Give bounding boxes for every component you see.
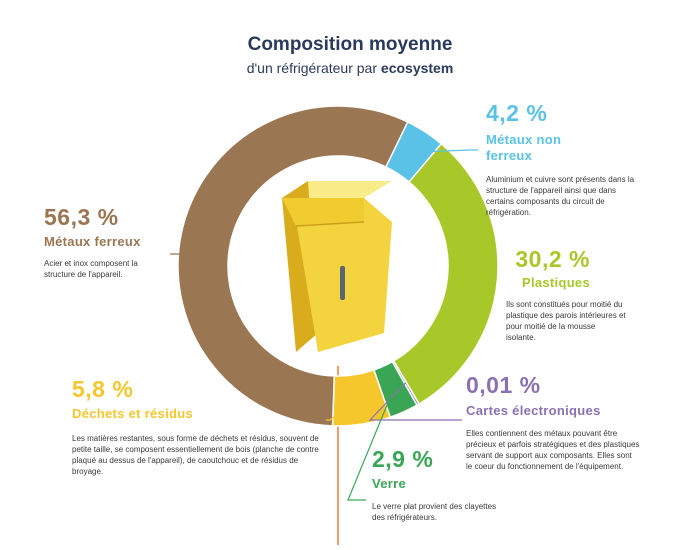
- slice-desc-cartes-electroniques: Elles contiennent des métaux pouvant êtr…: [466, 429, 640, 471]
- slice-name-dechets-residus: Déchets et résidus: [72, 406, 194, 421]
- slice-name-verre: Verre: [372, 476, 407, 491]
- leader-line-0: [410, 149, 478, 153]
- slice-value-cartes-electroniques: 0,01 %: [466, 372, 541, 398]
- slice-desc-metaux-ferreux: Acier et inox composent la structure de …: [44, 259, 138, 279]
- slice-name-plastiques: Plastiques: [521, 275, 590, 290]
- slice-value-metaux-ferreux: 56,3 %: [44, 204, 119, 230]
- leader-line-5: [170, 233, 208, 255]
- slice-value-dechets-residus: 5,8 %: [72, 376, 134, 402]
- slice-desc-verre: Le verre plat provient des clayettes des…: [372, 502, 497, 522]
- leader-line-1: [449, 276, 473, 283]
- chart-subtitle: d'un réfrigérateur par ecosystem: [0, 60, 700, 76]
- fridge-front-left: [282, 198, 364, 226]
- slice-desc-dechets-residus: Les matières restantes, sous forme de dé…: [72, 434, 319, 476]
- slice-desc-metaux-non-ferreux: Aluminium et cuivre sont présents dans l…: [486, 175, 635, 217]
- slice-desc-plastiques: Ils sont constitués pour moitié du plast…: [506, 300, 626, 342]
- slice-value-plastiques: 30,2 %: [515, 246, 590, 272]
- fridge-door-line: [295, 221, 365, 227]
- fridge-handle: [340, 266, 345, 300]
- refrigerator-icon: [282, 181, 392, 352]
- subtitle-prefix: d'un réfrigérateur par: [246, 60, 381, 76]
- fridge-top: [282, 181, 392, 198]
- leader-line-4: [326, 399, 359, 421]
- slice-metaux-ferreux: [177, 105, 409, 427]
- slice-name-metaux-ferreux: Métaux ferreux: [44, 234, 141, 249]
- slice-value-metaux-non-ferreux: 4,2 %: [486, 100, 548, 126]
- subtitle-brand: ecosystem: [380, 60, 454, 76]
- leader-line-3: [347, 388, 395, 501]
- slice-name-metaux-non-ferreux: Métaux non ferreux: [486, 132, 562, 163]
- slice-plastiques: [392, 142, 499, 405]
- leader-line-2: [368, 382, 462, 421]
- slice-value-verre: 2,9 %: [372, 446, 434, 472]
- chart-title: Composition moyenne: [247, 34, 453, 55]
- slice-name-cartes-electroniques: Cartes électroniques: [466, 403, 601, 418]
